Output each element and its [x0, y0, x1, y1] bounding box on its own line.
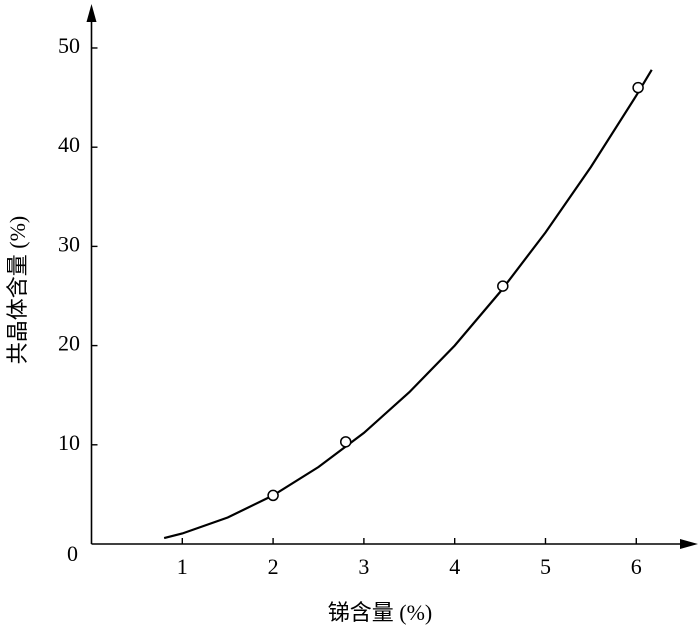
data-point: [267, 489, 279, 502]
curve: [163, 69, 653, 540]
data-point: [339, 436, 352, 448]
y-tick-label: 50: [58, 33, 80, 58]
x-tick-label: 4: [449, 554, 460, 579]
y-tick-label: 20: [58, 331, 80, 356]
y-tick-label: 0: [67, 541, 78, 566]
data-point: [497, 280, 509, 292]
x-axis-label: 锑含量 (%): [328, 600, 432, 625]
x-axis-arrow: [680, 539, 698, 549]
x-tick-label: 3: [358, 554, 369, 579]
x-tick-label: 5: [540, 554, 551, 579]
x-tick-label: 6: [631, 554, 642, 579]
y-axis-label: 共晶体含量 (%): [5, 216, 30, 364]
y-tick-label: 30: [58, 231, 80, 256]
y-tick-label: 40: [58, 132, 80, 157]
x-tick-label: 1: [177, 554, 188, 579]
y-tick-label: 10: [58, 430, 80, 455]
y-axis-arrow: [86, 4, 97, 22]
data-point: [632, 81, 644, 94]
x-tick-label: 2: [268, 554, 279, 579]
